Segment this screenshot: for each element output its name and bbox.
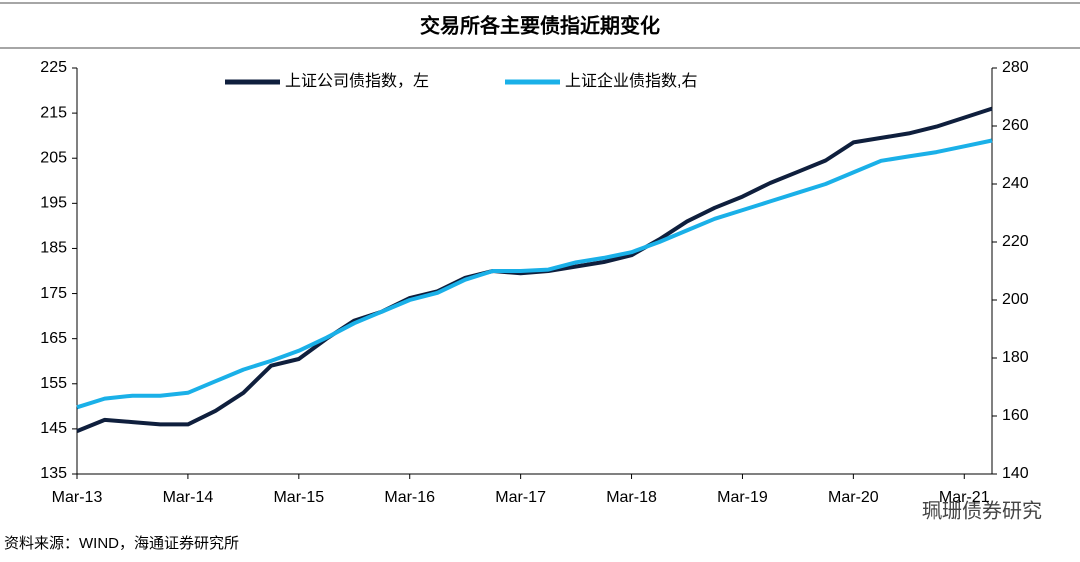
x-tick-label: Mar-14 — [163, 489, 214, 506]
x-tick-label: Mar-13 — [52, 489, 103, 506]
source-note: 资料来源：WIND，海通证券研究所 — [4, 535, 239, 552]
x-tick-label: Mar-20 — [828, 489, 879, 506]
legend-label: 上证企业债指数,右 — [565, 72, 697, 90]
y-tick-label: 225 — [40, 59, 67, 76]
y-tick-label: 165 — [40, 330, 67, 347]
series-line — [76, 138, 993, 410]
chart-title: 交易所各主要债指近期变化 — [420, 13, 660, 37]
y2-tick-label: 280 — [1002, 59, 1029, 76]
y-tick-label: 175 — [40, 285, 67, 302]
y2-tick-label: 220 — [1002, 233, 1029, 250]
x-tick-label: Mar-16 — [384, 489, 435, 506]
y-tick-label: 155 — [40, 375, 67, 392]
y2-tick-label: 260 — [1002, 117, 1029, 134]
y2-tick-label: 240 — [1002, 175, 1029, 192]
y2-tick-label: 160 — [1002, 407, 1029, 424]
x-tick-label: Mar-18 — [606, 489, 657, 506]
y-tick-label: 215 — [40, 104, 67, 121]
y-tick-label: 145 — [40, 420, 67, 437]
x-tick-label: Mar-21 — [939, 489, 990, 506]
y-tick-label: 135 — [40, 465, 67, 482]
x-tick-label: Mar-15 — [273, 489, 324, 506]
y-tick-label: 185 — [40, 240, 67, 257]
x-tick-label: Mar-19 — [717, 489, 768, 506]
x-tick-label: Mar-17 — [495, 489, 546, 506]
y-tick-label: 195 — [40, 195, 67, 212]
watermark: 珮珊债券研究 — [922, 499, 1042, 522]
y2-tick-label: 140 — [1002, 465, 1029, 482]
y-tick-label: 205 — [40, 149, 67, 166]
y2-tick-label: 180 — [1002, 349, 1029, 366]
y2-tick-label: 200 — [1002, 291, 1029, 308]
legend-label: 上证公司债指数，左 — [285, 72, 429, 90]
